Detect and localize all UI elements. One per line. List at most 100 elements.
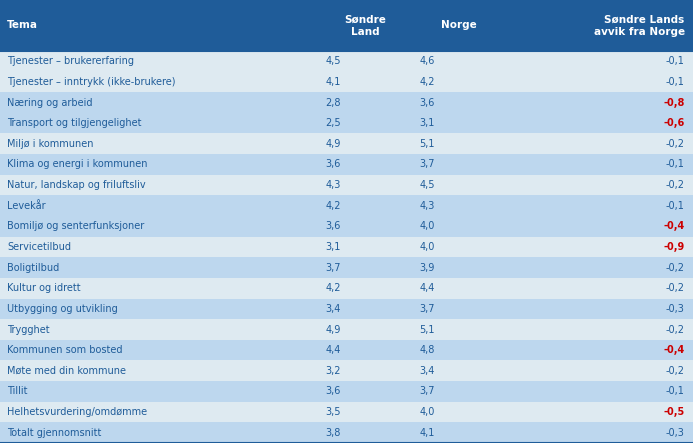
Text: 3,4: 3,4 [419,366,435,376]
Text: 3,7: 3,7 [419,386,435,396]
Text: -0,9: -0,9 [663,242,685,252]
Text: 2,5: 2,5 [326,118,342,128]
Text: 3,5: 3,5 [326,407,341,417]
Text: -0,1: -0,1 [666,77,685,87]
Bar [0,278,693,299]
Text: -0,3: -0,3 [666,304,685,314]
Bar [0,422,693,443]
Text: 3,6: 3,6 [419,97,435,108]
Text: Helhetsvurdering/omdømme: Helhetsvurdering/omdømme [7,407,147,417]
Text: 3,8: 3,8 [326,427,341,438]
Text: Tjenester – inntrykk (ikke-brukere): Tjenester – inntrykk (ikke-brukere) [7,77,175,87]
Bar [0,195,693,216]
Bar [0,113,693,133]
Text: 5,1: 5,1 [419,325,435,334]
Text: 3,2: 3,2 [326,366,341,376]
Text: 4,9: 4,9 [326,139,341,149]
Text: Levekår: Levekår [7,201,46,211]
Text: 4,1: 4,1 [326,77,341,87]
Text: Søndre Lands
avvik fra Norge: Søndre Lands avvik fra Norge [594,14,685,37]
Text: -0,1: -0,1 [666,201,685,211]
Text: 5,1: 5,1 [419,139,435,149]
Text: Kommunen som bosted: Kommunen som bosted [7,345,123,355]
Bar [0,340,693,361]
Text: -0,1: -0,1 [666,159,685,169]
Text: Kultur og idrett: Kultur og idrett [7,283,80,293]
Text: 4,2: 4,2 [326,283,341,293]
Text: Søndre
Land: Søndre Land [344,14,387,37]
Text: 4,2: 4,2 [326,201,341,211]
Text: Miljø i kommunen: Miljø i kommunen [7,139,94,149]
Bar [0,175,693,195]
Text: 4,5: 4,5 [326,56,341,66]
Text: 3,7: 3,7 [326,263,341,272]
Text: -0,1: -0,1 [666,56,685,66]
Text: -0,2: -0,2 [666,366,685,376]
Text: Trygghet: Trygghet [7,325,50,334]
Bar [0,0,693,51]
Text: Utbygging og utvikling: Utbygging og utvikling [7,304,118,314]
Text: 4,3: 4,3 [419,201,435,211]
Text: Tillit: Tillit [7,386,28,396]
Text: Totalt gjennomsnitt: Totalt gjennomsnitt [7,427,101,438]
Text: 4,5: 4,5 [419,180,435,190]
Text: -0,5: -0,5 [663,407,685,417]
Bar [0,237,693,257]
Text: 4,0: 4,0 [419,242,435,252]
Text: 4,4: 4,4 [326,345,341,355]
Bar [0,257,693,278]
Text: -0,4: -0,4 [663,345,685,355]
Bar [0,154,693,175]
Text: Transport og tilgjengelighet: Transport og tilgjengelighet [7,118,141,128]
Text: 4,8: 4,8 [419,345,435,355]
Bar [0,319,693,340]
Text: 3,6: 3,6 [326,386,341,396]
Text: -0,3: -0,3 [666,427,685,438]
Bar [0,216,693,237]
Bar [0,72,693,92]
Text: 3,4: 3,4 [326,304,341,314]
Text: Norge: Norge [441,20,477,31]
Text: -0,2: -0,2 [666,180,685,190]
Text: -0,2: -0,2 [666,263,685,272]
Bar [0,299,693,319]
Text: 3,9: 3,9 [419,263,435,272]
Bar [0,51,693,72]
Text: 3,6: 3,6 [326,159,341,169]
Text: 4,1: 4,1 [419,427,435,438]
Text: 3,7: 3,7 [419,159,435,169]
Bar [0,133,693,154]
Text: Klima og energi i kommunen: Klima og energi i kommunen [7,159,148,169]
Text: Tjenester – brukererfaring: Tjenester – brukererfaring [7,56,134,66]
Text: -0,6: -0,6 [663,118,685,128]
Text: 4,9: 4,9 [326,325,341,334]
Text: 4,2: 4,2 [419,77,435,87]
Text: 4,0: 4,0 [419,222,435,231]
Text: -0,1: -0,1 [666,386,685,396]
Text: Servicetilbud: Servicetilbud [7,242,71,252]
Text: 3,7: 3,7 [419,304,435,314]
Text: 2,8: 2,8 [326,97,341,108]
Text: Tema: Tema [7,20,38,31]
Text: -0,2: -0,2 [666,283,685,293]
Text: 4,4: 4,4 [419,283,435,293]
Text: 4,0: 4,0 [419,407,435,417]
Text: Bomiljø og senterfunksjoner: Bomiljø og senterfunksjoner [7,222,144,231]
Bar [0,361,693,381]
Bar [0,381,693,402]
Bar [0,92,693,113]
Text: -0,4: -0,4 [663,222,685,231]
Text: Boligtilbud: Boligtilbud [7,263,59,272]
Text: 4,6: 4,6 [419,56,435,66]
Text: -0,2: -0,2 [666,139,685,149]
Text: -0,2: -0,2 [666,325,685,334]
Text: 4,3: 4,3 [326,180,341,190]
Bar [0,402,693,422]
Text: Natur, landskap og friluftsliv: Natur, landskap og friluftsliv [7,180,146,190]
Text: -0,8: -0,8 [663,97,685,108]
Text: 3,1: 3,1 [419,118,435,128]
Text: 3,6: 3,6 [326,222,341,231]
Text: 3,1: 3,1 [326,242,341,252]
Text: Næring og arbeid: Næring og arbeid [7,97,92,108]
Text: Møte med din kommune: Møte med din kommune [7,366,126,376]
